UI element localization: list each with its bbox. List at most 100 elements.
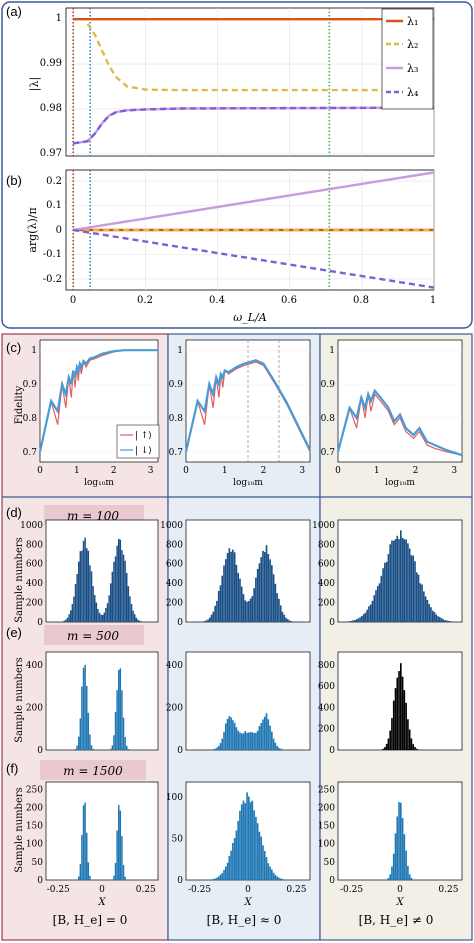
hist-bar <box>267 863 270 880</box>
series-line-4 <box>73 106 435 145</box>
fidelity-ytick: 1 <box>329 346 335 356</box>
fidelity-xtick: 1 <box>222 466 228 476</box>
hist-bar <box>256 823 259 880</box>
condition-mid: [B, H_e] ≈ 0 <box>207 913 282 927</box>
hist-bar <box>392 853 395 880</box>
hist-xtick: 0.25 <box>438 885 458 895</box>
hist-bar <box>70 610 72 622</box>
hist-xlabel: X <box>395 897 404 908</box>
hist-bar <box>110 748 112 750</box>
hist-bar <box>239 732 241 750</box>
fidelity-ytick: 0.9 <box>23 380 38 390</box>
hist-bar <box>272 872 275 880</box>
hist-bar <box>110 583 112 622</box>
hist-bar <box>346 621 349 622</box>
histogram-f2: 100 50 0 -0.25 0 0.25 X <box>166 781 311 908</box>
xtick-b-6: 1 <box>430 295 436 306</box>
hist-bar <box>226 718 229 750</box>
hist-bar <box>283 614 286 622</box>
hist-bar <box>269 559 271 622</box>
hist-bar <box>403 690 406 750</box>
hist-bar <box>84 664 86 750</box>
hist-bar <box>253 810 255 880</box>
hist-bar <box>219 743 222 750</box>
hist-bar <box>82 805 85 880</box>
hist-bar <box>357 618 360 622</box>
hist-bar <box>79 864 82 880</box>
hist-bar <box>410 877 413 880</box>
fidelity-xtick: 3 <box>451 466 457 476</box>
hist-bar <box>412 555 415 622</box>
hist-bar <box>256 730 259 750</box>
hist-bar <box>373 595 376 622</box>
series-line-3 <box>73 171 435 232</box>
hist-bar <box>253 588 255 622</box>
hist-bar <box>106 603 109 622</box>
hist-ylabel-d: Sample numbers <box>14 537 25 623</box>
hist-bar <box>76 745 78 750</box>
hist-bar <box>230 850 232 880</box>
hist-bar <box>442 619 445 622</box>
hist-bar <box>255 732 257 750</box>
hist-bar <box>237 572 239 622</box>
hist-bar <box>116 830 118 880</box>
hist-bar <box>126 745 128 750</box>
title-f: m = 1500 <box>63 764 123 778</box>
hist-bar <box>240 733 243 750</box>
hist-bar <box>424 596 427 622</box>
hist-bar <box>400 530 402 622</box>
hist-bar <box>84 537 86 622</box>
hist-bar <box>256 568 259 622</box>
hist-bar <box>118 669 120 750</box>
hist-ytick: 0 <box>177 618 183 628</box>
ytick-a-3: 0.98 <box>40 103 62 114</box>
hist-bar <box>138 620 141 622</box>
hist-bar <box>408 548 411 622</box>
hist-bar <box>90 571 93 622</box>
hist-bar <box>232 720 234 750</box>
hist-bar <box>74 583 77 622</box>
hist-ytick: 200 <box>318 725 335 735</box>
hist-bar <box>216 747 218 750</box>
hist-bar <box>423 591 425 622</box>
hist-bar <box>265 713 268 750</box>
hist-plot-area <box>45 519 159 623</box>
hist-bar <box>274 583 277 622</box>
hist-ytick: 0 <box>329 876 335 886</box>
hist-bar <box>412 744 415 750</box>
hist-bar <box>269 866 271 880</box>
hist-bar <box>278 598 280 622</box>
hist-bar <box>430 607 432 622</box>
hist-bar <box>223 731 225 750</box>
panel-a: (a) |λ| 1 0.99 0.98 0.97 λ₁ λ₂ λ₃ λ₄ <box>6 4 435 159</box>
hist-bar <box>210 614 213 622</box>
hist-bar <box>111 571 114 622</box>
fidelity-xtick: 1 <box>374 466 380 476</box>
hist-bar <box>428 604 430 622</box>
hist-bar <box>114 556 117 622</box>
hist-xtick: 0.25 <box>136 885 156 895</box>
fidelity-xtick: 3 <box>148 466 154 476</box>
hist-bar <box>102 615 104 622</box>
fidelity-ytick: 0.7 <box>321 448 336 458</box>
hist-bar <box>116 545 118 622</box>
hist-bar <box>249 732 252 750</box>
hist-bar <box>122 865 125 880</box>
ylabel-b: arg(λ)/π <box>26 207 39 252</box>
hist-ytick: 800 <box>26 540 43 550</box>
hist-bar <box>263 850 266 880</box>
hist-bar <box>433 612 436 622</box>
hist-bar <box>209 617 211 622</box>
hist-bar <box>219 585 222 622</box>
hist-bar <box>246 601 248 622</box>
series-line-2 <box>86 23 434 92</box>
fidelity-xlabel: log₁₀m <box>233 478 263 488</box>
hist-bar <box>226 862 229 880</box>
hist-bar <box>348 621 351 622</box>
hist-bar <box>249 802 252 880</box>
hist-bar <box>239 810 241 880</box>
hist-bar <box>401 537 404 622</box>
hist-ytick: 200 <box>318 803 335 813</box>
hist-bar <box>242 594 245 622</box>
hist-bar <box>244 731 247 750</box>
